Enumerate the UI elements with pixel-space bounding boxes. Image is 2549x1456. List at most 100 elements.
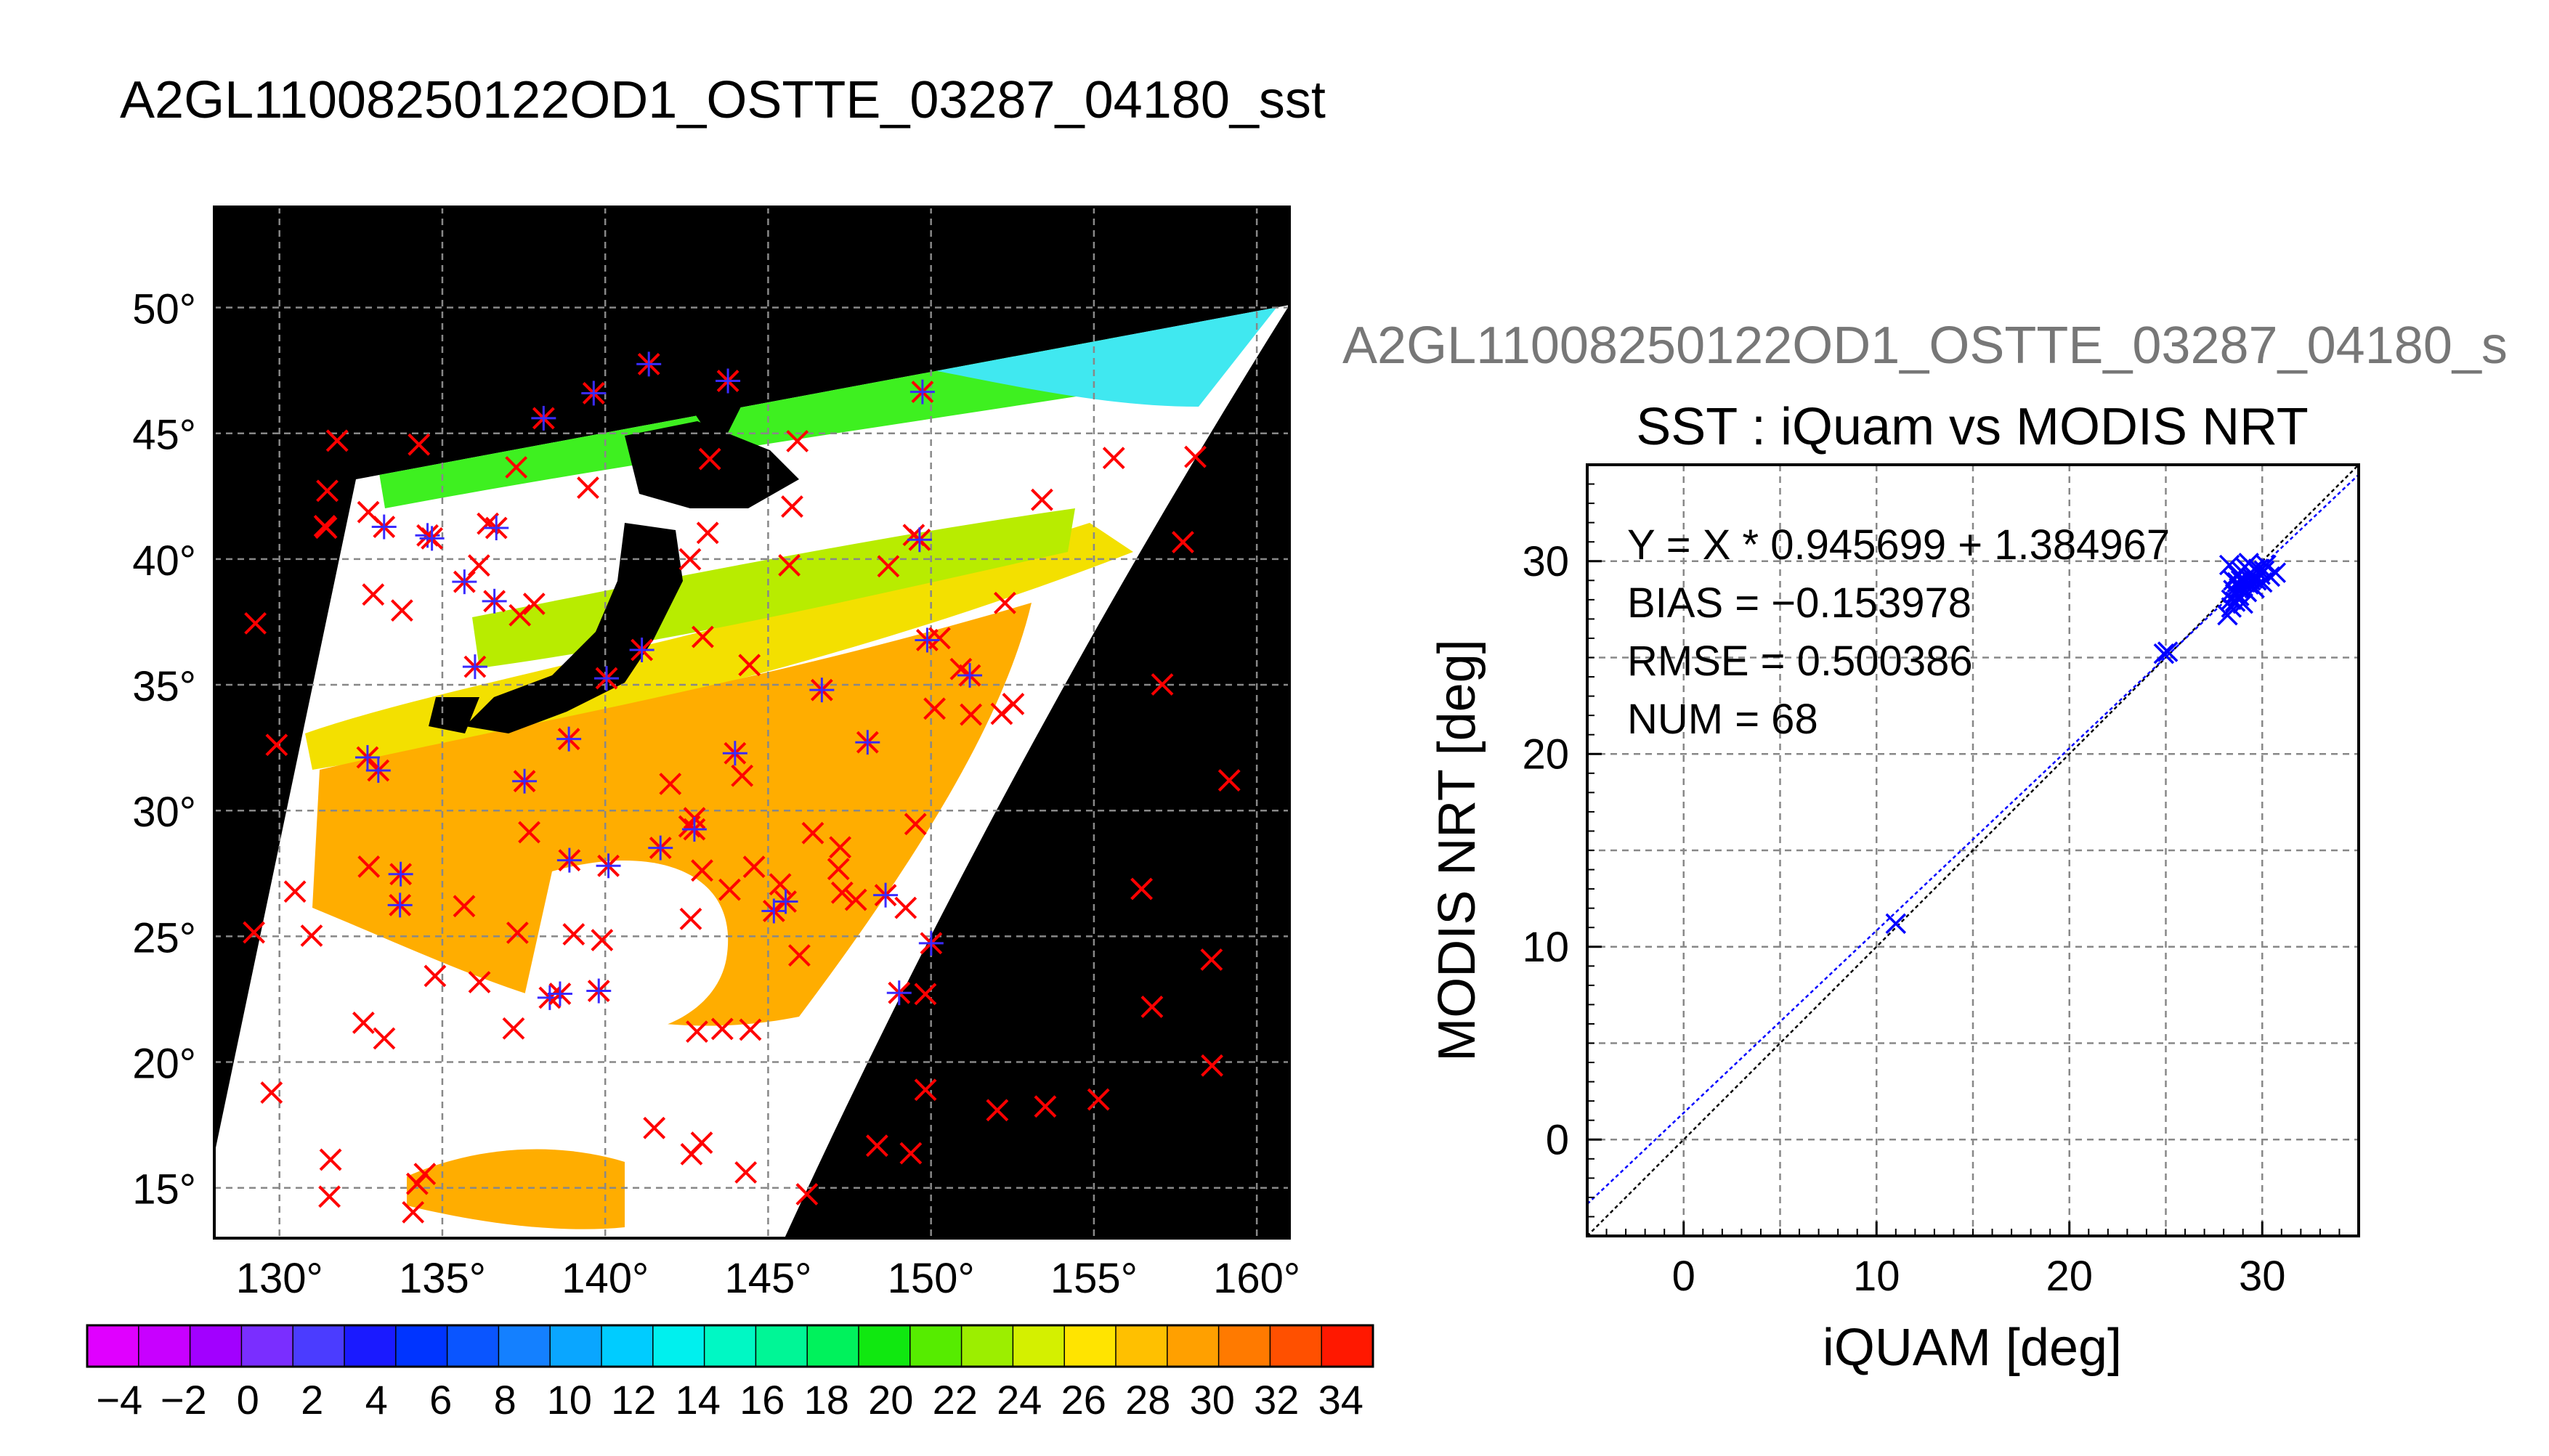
buoy-marker-red [680,1142,703,1166]
buoy-marker-red-stroke-b [506,922,529,944]
y-tick-label: 20 [1522,731,1569,778]
scatter-panel: SST : iQuam vs MODIS NRT 0 10 20 300102030 … [1428,398,2360,1377]
matchup-marker-blue [957,663,983,688]
buoy-marker-red-stroke-b [413,1163,437,1186]
colorbar-tick-label: −4 [96,1377,142,1423]
scatter-point-stroke-b [1885,913,1907,935]
buoy-marker-red [698,447,721,471]
matchup-marker-blue [586,978,612,1004]
colorbar-cell [1064,1325,1117,1367]
matchup-marker-blue [482,588,507,614]
colorbar-cell [550,1325,602,1367]
buoy-marker-red [1200,948,1223,971]
buoy-marker-red [1087,1088,1110,1111]
buoy-marker-red [300,924,323,947]
colorbar-frame [86,1324,1374,1368]
y-tick-label: 0 [1546,1116,1569,1163]
buoy-marker-red [1031,488,1053,511]
buoy-marker-red [405,1172,429,1195]
buoy-marker-red-stroke-b [844,888,867,911]
scatter-point [2153,643,2175,664]
buoy-marker-red-stroke-b [313,514,336,537]
lon-tick-label: 140° [562,1255,649,1302]
matchup-marker-blue [855,730,880,755]
x-axis-label: iQUAM [deg] [1823,1319,2122,1377]
colorbar-cell [1116,1325,1168,1367]
colorbar-cell [755,1325,808,1367]
buoy-marker-red [894,896,917,919]
sst-band-south-orange [407,1149,625,1229]
buoy-marker-red-stroke-b [402,1200,425,1224]
colorbar-tick-label: −2 [161,1377,207,1423]
stats-line: NUM = 68 [1627,696,1818,743]
buoy-marker-red [801,821,824,845]
colorbar-cell [138,1325,191,1367]
matchup-marker-blue [419,526,445,551]
scatter-point-stroke-b [2223,579,2244,601]
colorbar-tick-labels: −4 −2 0 2 4 6 8 10 12 14 16 18 20 22 24 26 28 30 32 34 [96,1377,1363,1423]
matchup-marker-blue [915,627,940,653]
lon-tick-label: 130° [236,1255,323,1302]
matchup-marker-blue [716,368,741,394]
buoy-marker-red [877,555,900,578]
scatter-point [2157,641,2179,662]
buoy-marker-red [244,611,267,635]
buoy-marker-red-stroke-b [508,603,532,627]
lon-tick-label: 135° [399,1255,486,1302]
buoy-marker-red [325,429,349,452]
colorbar-tick-label: 24 [997,1377,1042,1423]
lat-tick-label: 20° [132,1041,196,1088]
matchup-marker-blue [907,527,932,553]
buoy-marker-red [731,764,754,787]
buoy-marker-red [357,855,381,878]
buoy-marker-red-stroke-b [260,1081,283,1104]
buoy-marker-red [899,1142,923,1165]
scatter-point-stroke-b [2223,570,2244,591]
colorbar-cells [87,1325,1374,1367]
colorbar-cell [1013,1325,1065,1367]
matchup-marker-blue [365,757,391,783]
matchup-marker-blue [886,980,912,1006]
matchup-marker-blue [371,514,397,540]
x-tick-label: 10 [1853,1253,1900,1300]
buoy-marker-red-stroke-b [710,1017,734,1041]
matchup-marker-blue [722,741,747,766]
buoy-marker-red-stroke-b [1184,445,1207,468]
buoy-marker-red [778,554,801,577]
colorbar-cell [704,1325,756,1367]
buoy-marker-red [739,1018,762,1041]
buoy-marker-red-stroke-b [698,447,721,471]
buoy-marker-red-stroke-b [562,923,585,945]
colorbar-cell [859,1325,911,1367]
buoy-marker-red [691,859,713,882]
buoy-marker-red [265,733,288,757]
colorbar-tick-label: 26 [1061,1377,1106,1423]
buoy-marker-red-stroke-b [678,548,702,571]
buoy-marker-red [506,922,529,944]
buoy-marker-red [505,456,528,479]
buoy-marker-red [923,697,946,720]
buoy-marker-red-stroke-b [468,971,491,993]
lon-tick-label: 160° [1213,1255,1300,1302]
buoy-marker-red [788,944,811,967]
buoy-marker-red [402,1200,425,1224]
scatter-point-stroke-b [2224,591,2246,612]
matchup-marker-blue [773,889,798,914]
colorbar-tick-label: 30 [1190,1377,1235,1423]
buoy-marker-red [742,855,766,879]
buoy-marker-red [468,971,491,993]
buoy-marker-red-stroke-b [686,1020,708,1044]
buoy-marker-red [986,1099,1009,1122]
scatter-title: SST : iQuam vs MODIS NRT [1636,398,2309,456]
buoy-marker-red-stroke-b [914,1078,937,1102]
buoy-marker-red [502,1017,525,1040]
colorbar-cell [601,1325,654,1367]
scatter-point [2248,558,2269,579]
x-tick-label: 30 [2239,1253,2286,1300]
colorbar-cell [1167,1325,1220,1367]
sst-colorbar: −4 −2 0 2 4 6 8 10 12 14 16 18 20 22 24 26 28 30 32 34 [86,1324,1374,1423]
matchup-marker-blue [761,898,787,924]
buoy-marker-red [710,1017,734,1041]
